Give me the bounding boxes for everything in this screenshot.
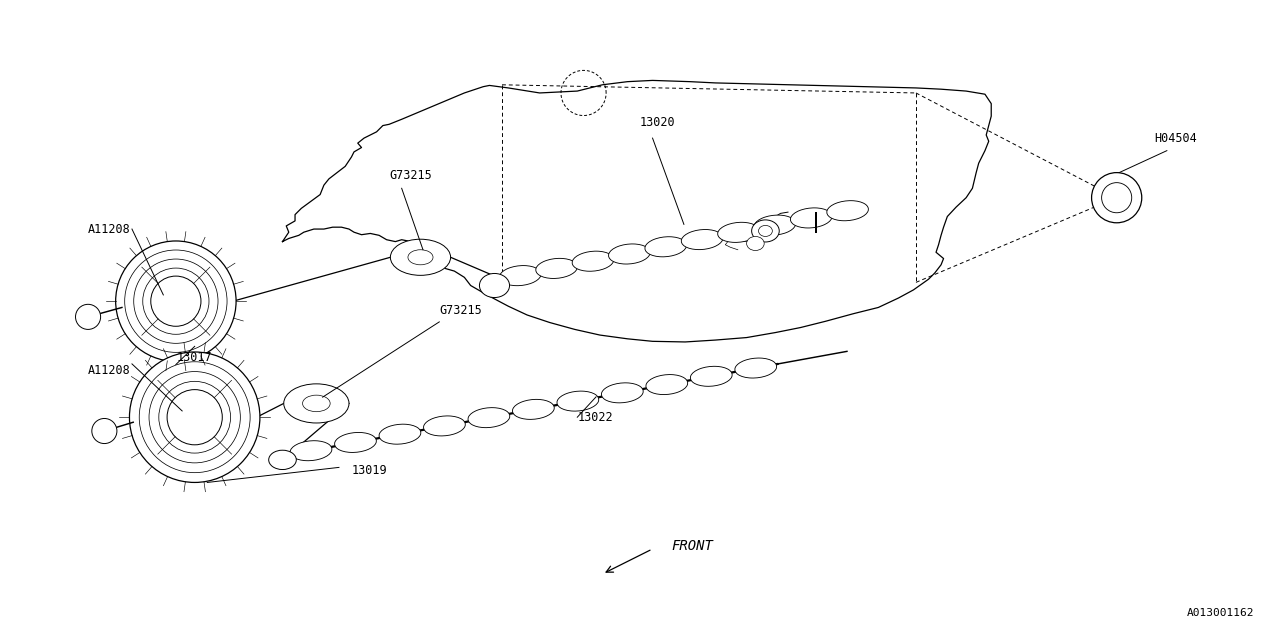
Ellipse shape bbox=[645, 237, 686, 257]
Ellipse shape bbox=[480, 273, 509, 298]
Ellipse shape bbox=[512, 399, 554, 419]
Ellipse shape bbox=[284, 384, 349, 423]
Ellipse shape bbox=[92, 419, 116, 444]
Ellipse shape bbox=[751, 220, 780, 242]
Ellipse shape bbox=[1092, 173, 1142, 223]
Ellipse shape bbox=[424, 416, 466, 436]
Text: G73215: G73215 bbox=[389, 169, 431, 182]
Ellipse shape bbox=[468, 408, 509, 428]
Ellipse shape bbox=[379, 424, 421, 444]
Ellipse shape bbox=[827, 201, 868, 221]
Ellipse shape bbox=[602, 383, 644, 403]
Ellipse shape bbox=[499, 266, 541, 285]
Ellipse shape bbox=[759, 225, 772, 236]
Ellipse shape bbox=[159, 381, 230, 453]
Text: 13020: 13020 bbox=[640, 116, 676, 129]
Text: FRONT: FRONT bbox=[672, 539, 713, 553]
Ellipse shape bbox=[681, 230, 723, 250]
Text: A11208: A11208 bbox=[88, 223, 131, 236]
Text: G73215: G73215 bbox=[439, 304, 483, 317]
Ellipse shape bbox=[646, 374, 687, 395]
Ellipse shape bbox=[791, 208, 832, 228]
Ellipse shape bbox=[690, 366, 732, 387]
Ellipse shape bbox=[133, 259, 218, 343]
Ellipse shape bbox=[572, 251, 613, 271]
Ellipse shape bbox=[269, 450, 296, 470]
Ellipse shape bbox=[718, 222, 759, 243]
Ellipse shape bbox=[408, 250, 433, 265]
Ellipse shape bbox=[291, 441, 332, 461]
Ellipse shape bbox=[124, 250, 227, 353]
Ellipse shape bbox=[302, 395, 330, 412]
Ellipse shape bbox=[148, 372, 241, 463]
Ellipse shape bbox=[129, 352, 260, 483]
Ellipse shape bbox=[76, 304, 101, 330]
Ellipse shape bbox=[608, 244, 650, 264]
Ellipse shape bbox=[754, 215, 796, 235]
Ellipse shape bbox=[334, 433, 376, 452]
Ellipse shape bbox=[115, 241, 236, 362]
Ellipse shape bbox=[735, 358, 777, 378]
Ellipse shape bbox=[557, 391, 599, 411]
Text: H04504: H04504 bbox=[1155, 132, 1197, 145]
Ellipse shape bbox=[390, 239, 451, 275]
Text: A013001162: A013001162 bbox=[1187, 608, 1254, 618]
Ellipse shape bbox=[143, 268, 209, 334]
Ellipse shape bbox=[140, 362, 250, 473]
Ellipse shape bbox=[151, 276, 201, 326]
Ellipse shape bbox=[746, 236, 764, 250]
Ellipse shape bbox=[1102, 182, 1132, 212]
Text: 13017: 13017 bbox=[177, 351, 212, 364]
Ellipse shape bbox=[536, 259, 577, 278]
Text: A11208: A11208 bbox=[88, 364, 131, 377]
Ellipse shape bbox=[168, 390, 223, 445]
Text: 13019: 13019 bbox=[352, 464, 387, 477]
Text: 13022: 13022 bbox=[577, 411, 613, 424]
